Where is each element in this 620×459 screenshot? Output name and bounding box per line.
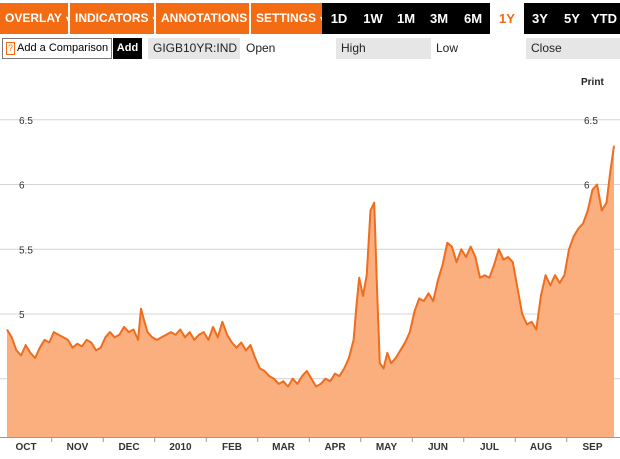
open-label: Open: [246, 41, 276, 55]
overlay-menu-label: OVERLAY: [5, 11, 62, 25]
x-tick-label: DEC: [118, 442, 139, 453]
y-tick-label-left: 6: [19, 181, 25, 192]
y-tick-label-left: 5.5: [19, 245, 33, 256]
x-tick-label: JUL: [480, 442, 499, 453]
annotations-menu[interactable]: ANNOTATIONS▼: [156, 3, 249, 34]
close-label: Close: [526, 38, 620, 59]
chart-toolbar: OVERLAY▼ INDICATORS▼ ANNOTATIONS▼ SETTIN…: [0, 0, 620, 36]
help-icon[interactable]: ?: [6, 42, 16, 55]
range-6m-button[interactable]: 6M: [456, 3, 490, 34]
high-label: High: [336, 38, 431, 59]
x-tick-label: FEB: [222, 442, 242, 453]
settings-menu-label: SETTINGS: [256, 11, 317, 25]
x-tick-label: 2010: [169, 442, 192, 453]
y-tick-label-left: 6.5: [19, 116, 33, 127]
quote-bar: ? Add a Comparison Add GIGB10YR:IND Open …: [0, 36, 620, 61]
range-5y-button[interactable]: 5Y: [556, 3, 588, 34]
settings-menu[interactable]: SETTINGS▼: [251, 3, 322, 34]
y-tick-label-left: 5: [19, 310, 25, 321]
range-ytd-button[interactable]: YTD: [588, 3, 620, 34]
indicators-menu-label: INDICATORS: [75, 11, 149, 25]
overlay-menu[interactable]: OVERLAY▼: [0, 3, 68, 34]
low-label: Low: [436, 41, 459, 55]
x-tick-label: JUN: [428, 442, 448, 453]
add-comparison-button[interactable]: Add: [113, 38, 142, 59]
x-tick-label: APR: [324, 442, 346, 453]
x-tick-label: SEP: [582, 442, 602, 453]
y-tick-label-right: 6: [584, 181, 590, 192]
range-1d-button[interactable]: 1D: [322, 3, 356, 34]
range-3y-button[interactable]: 3Y: [524, 3, 556, 34]
x-tick-label: MAR: [272, 442, 296, 453]
range-1m-button[interactable]: 1M: [390, 3, 422, 34]
ticker-symbol: GIGB10YR:IND: [148, 38, 240, 59]
comparison-placeholder: Add a Comparison: [17, 42, 109, 54]
x-tick-label: MAY: [376, 442, 398, 453]
comparison-input[interactable]: ? Add a Comparison: [2, 38, 112, 59]
range-1y-button[interactable]: 1Y: [490, 3, 524, 34]
x-tick-label: NOV: [67, 442, 89, 453]
chevron-down-icon: ▼: [318, 14, 322, 24]
indicators-menu[interactable]: INDICATORS▼: [70, 3, 154, 34]
price-line: [6, 145, 615, 388]
annotations-menu-label: ANNOTATIONS: [161, 11, 248, 25]
x-tick-label: AUG: [530, 442, 552, 453]
chevron-down-icon: ▼: [151, 14, 154, 24]
range-1w-button[interactable]: 1W: [356, 3, 390, 34]
chevron-down-icon: ▼: [64, 14, 68, 24]
x-tick-label: OCT: [15, 442, 36, 453]
print-button[interactable]: Print: [581, 77, 604, 88]
y-tick-label-right: 6.5: [584, 116, 598, 127]
range-3m-button[interactable]: 3M: [422, 3, 456, 34]
price-area: [7, 145, 614, 437]
